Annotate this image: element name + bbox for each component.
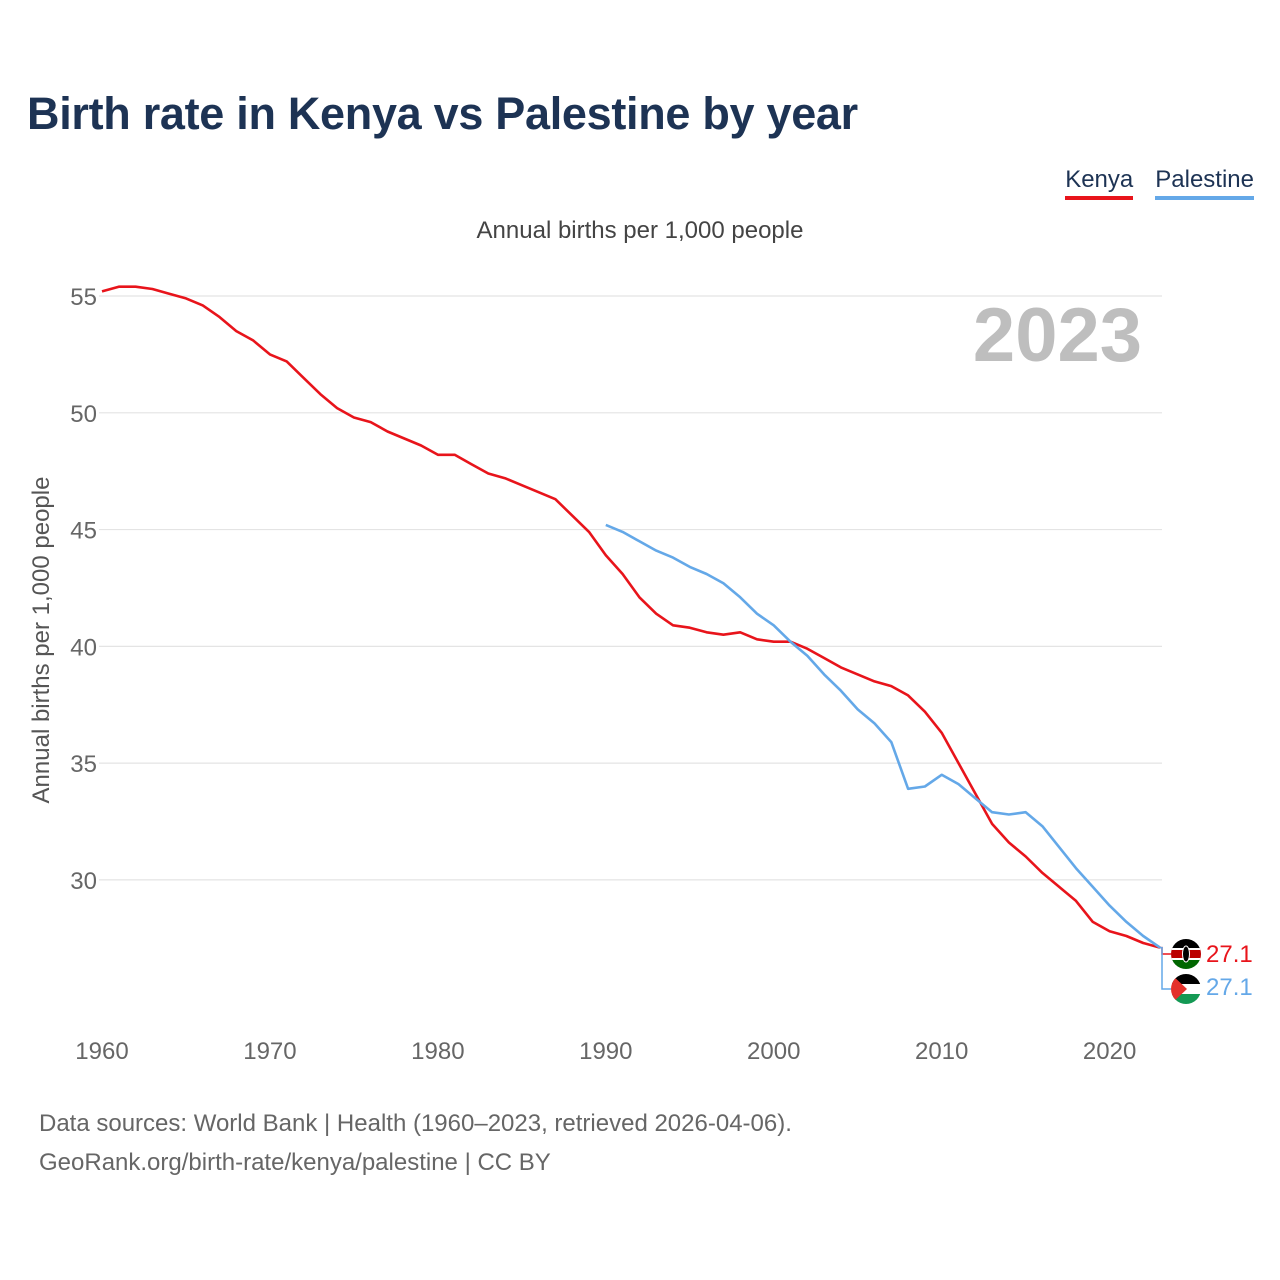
y-tick-label: 35	[70, 751, 97, 778]
series-line-palestine	[605, 523, 1161, 949]
x-tick-label: 1960	[75, 1038, 128, 1065]
x-tick-label: 2010	[915, 1038, 968, 1065]
y-tick-label: 30	[70, 868, 97, 895]
x-tick-label: 2000	[747, 1038, 800, 1065]
x-tick-label: 1990	[579, 1038, 632, 1065]
gridlines	[99, 295, 1162, 881]
series-line-kenya	[101, 285, 1161, 949]
footer-source-line: Data sources: World Bank | Health (1960–…	[39, 1110, 792, 1137]
chart-title: Birth rate in Kenya vs Palestine by year	[27, 88, 858, 139]
palestine-flag-icon	[1171, 974, 1201, 1004]
footer-credit-line: GeoRank.org/birth-rate/kenya/palestine |…	[39, 1149, 551, 1176]
y-tick-label: 45	[70, 518, 97, 545]
kenya-flag-icon	[1171, 939, 1201, 969]
x-tick-label: 2020	[1083, 1038, 1136, 1065]
y-tick-label: 40	[70, 634, 97, 661]
y-tick-label: 55	[70, 284, 97, 311]
legend-item-kenya[interactable]: Kenya	[1065, 166, 1134, 200]
x-axis-ticks: 1960 1970 1980 1990 2000 2010 2020	[75, 1038, 1136, 1065]
footer-sources: Data sources: World Bank | Health (1960–…	[39, 1104, 792, 1182]
kenya-end-value: 27.1	[1206, 941, 1253, 968]
legend-item-palestine[interactable]: Palestine	[1155, 166, 1254, 200]
legend: Kenya Palestine	[1065, 166, 1254, 200]
end-markers: 27.1 27.1	[1160, 939, 1253, 1004]
series-lines	[101, 285, 1161, 949]
palestine-end-value: 27.1	[1206, 974, 1253, 1001]
chart-subtitle: Annual births per 1,000 people	[476, 217, 804, 244]
end-label-bracket	[1160, 946, 1171, 990]
year-display: 2023	[972, 293, 1142, 378]
x-tick-label: 1980	[411, 1038, 464, 1065]
x-tick-label: 1970	[243, 1038, 296, 1065]
y-axis-ticks: 30 35 40 45 50 55	[70, 284, 97, 895]
y-tick-label: 50	[70, 401, 97, 428]
